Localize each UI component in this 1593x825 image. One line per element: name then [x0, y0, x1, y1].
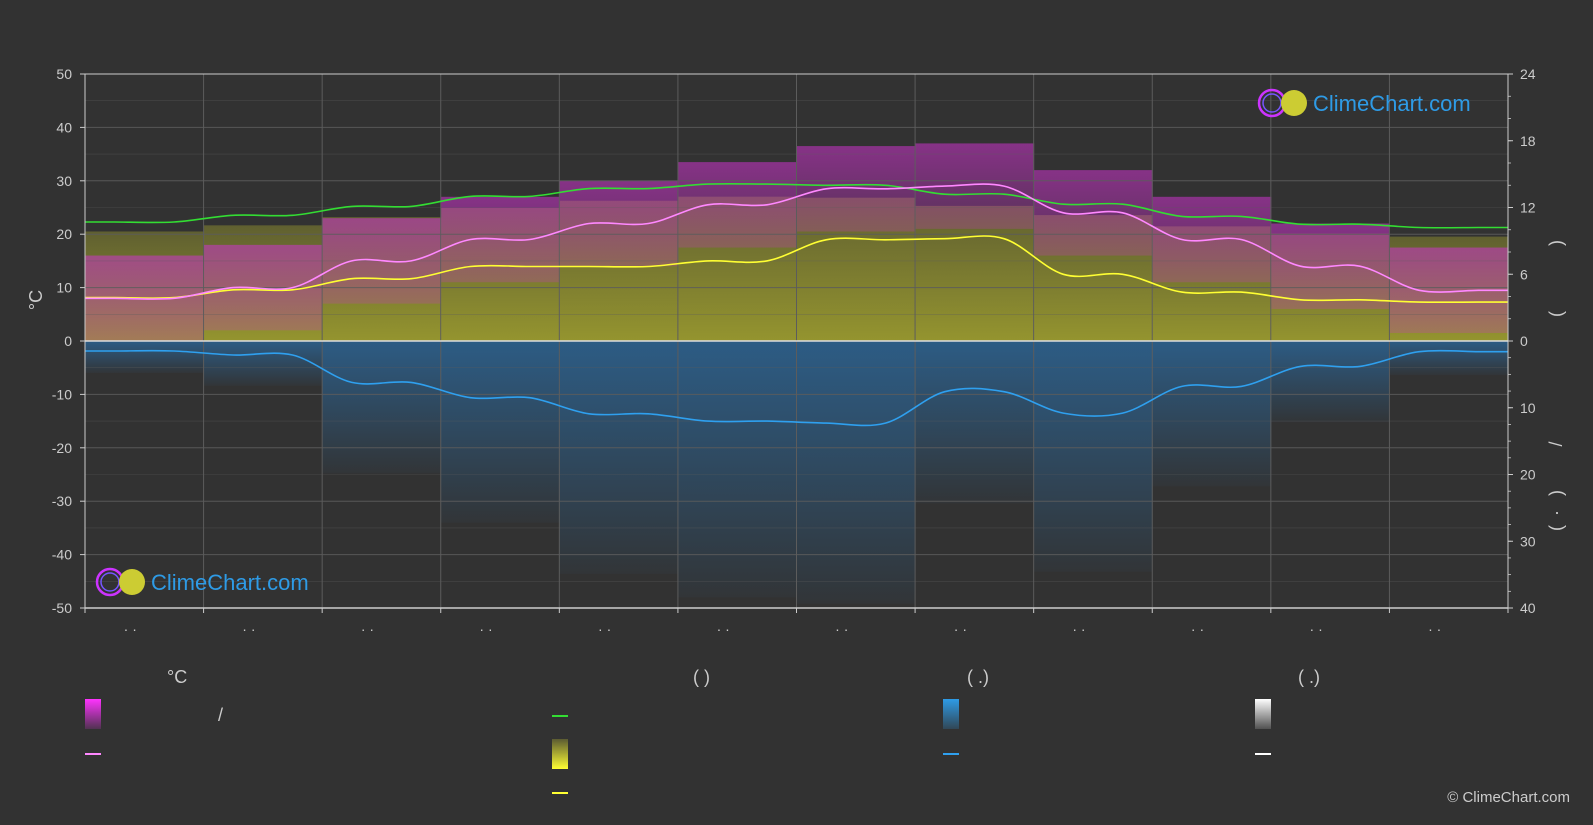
- y-tick-label-right-precip: 30: [1520, 533, 1536, 549]
- x-tick-labels: · · · · · · · · · · · · · · · · · · · · · · · ·: [84, 608, 1509, 637]
- legend-header-snow: ( .): [1298, 667, 1320, 687]
- y-tick-label-left: -30: [52, 493, 72, 509]
- precip-band-Nov: [1270, 341, 1390, 423]
- x-tick-label-Feb: · ·: [242, 621, 255, 637]
- brand-name-bottom: ClimeChart.com: [151, 570, 309, 595]
- copyright[interactable]: © ClimeChart.com: [1447, 789, 1570, 806]
- legend-header-temperature: °C: [167, 667, 187, 687]
- precip-band-Apr: [440, 341, 560, 523]
- x-tick-label-Oct: · ·: [1191, 621, 1204, 637]
- x-tick-label-May: · ·: [598, 621, 611, 637]
- brand-logo-top[interactable]: ClimeChart.com: [1257, 88, 1471, 118]
- right-axis-glyph: ): [1546, 240, 1566, 246]
- precip-band-Jul: [796, 341, 916, 604]
- brand-logo-bottom[interactable]: ClimeChart.com: [95, 567, 309, 597]
- right-axis-glyph: ): [1546, 490, 1566, 496]
- logo-sun-icon: [119, 569, 145, 595]
- y-tick-label-left: 50: [56, 66, 72, 82]
- legend-slash: /: [218, 705, 223, 725]
- y-tick-label-left: 0: [64, 333, 72, 349]
- data-bands: [85, 143, 1509, 604]
- right-axis-glyph: ·: [1546, 510, 1566, 516]
- y-tick-labels-left: 50 40 30 20 10 0 -10 -20 -30 -40 -50: [52, 66, 85, 616]
- legend-header-sunshine: ( ): [693, 667, 710, 687]
- precip-band-May: [559, 341, 679, 574]
- y-tick-label-left: -10: [52, 386, 72, 402]
- precip-band-Dec: [1389, 341, 1509, 376]
- y-tick-label-left: 40: [56, 119, 72, 135]
- legend-swatch-sunshine: [552, 739, 568, 769]
- temperature-line: [85, 183, 1508, 300]
- precipitation-line: [84, 349, 1508, 427]
- legend-header-precipitation: ( .): [967, 667, 989, 687]
- daylight-line: [85, 182, 1508, 229]
- y-tick-label-right-hours: 0: [1520, 333, 1528, 349]
- legend-swatch-precipitation: [943, 699, 959, 729]
- y-tick-label-left: 20: [56, 226, 72, 242]
- y-tick-label-left: 10: [56, 280, 72, 296]
- precip-band-Mar: [322, 341, 442, 474]
- x-tick-label-Dec: · ·: [1428, 621, 1441, 637]
- legend-swatch-temp-range: [85, 699, 101, 729]
- sunshine-line: [85, 235, 1508, 304]
- series-lines: [84, 182, 1508, 427]
- right-axis-glyphs: ) ( /) · (: [1546, 240, 1566, 531]
- y-tick-label-right-precip: 20: [1520, 467, 1536, 483]
- y-tick-label-right-precip: 10: [1520, 400, 1536, 416]
- y-tick-labels-right: 24 18 12 6 0 10 20 30 40: [1508, 66, 1536, 616]
- y-tick-label-left: -40: [52, 547, 72, 563]
- precip-band-Feb: [203, 341, 323, 386]
- y-axis-label: °C: [26, 290, 46, 310]
- logo-sun-icon: [1281, 90, 1307, 116]
- x-tick-label-Mar: · ·: [361, 621, 374, 637]
- y-tick-label-right-hours: 6: [1520, 266, 1528, 282]
- right-axis-glyph: (: [1546, 525, 1566, 531]
- x-tick-label-Sep: · ·: [1072, 621, 1085, 637]
- x-tick-label-Nov: · ·: [1310, 621, 1323, 637]
- legend-swatch-snow: [1255, 699, 1271, 729]
- y-tick-label-left: 30: [56, 173, 72, 189]
- precip-band-Jun: [677, 341, 797, 598]
- x-tick-label-Aug: · ·: [954, 621, 967, 637]
- x-tick-label-Jun: · ·: [717, 621, 730, 637]
- right-axis-glyph: /: [1546, 441, 1566, 446]
- y-tick-label-right-hours: 12: [1520, 200, 1536, 216]
- precip-band-Oct: [1152, 341, 1272, 487]
- x-tick-label-Apr: · ·: [479, 621, 492, 637]
- precip-band-Jan: [85, 341, 205, 374]
- y-tick-label-left: -50: [52, 600, 72, 616]
- y-tick-label-right-hours: 24: [1520, 66, 1536, 82]
- precip-band-Aug: [915, 341, 1035, 504]
- precip-band-Sep: [1033, 341, 1153, 572]
- y-tick-label-left: -20: [52, 440, 72, 456]
- y-tick-label-right-hours: 18: [1520, 133, 1536, 149]
- x-tick-label-Jan: · ·: [124, 621, 137, 637]
- right-axis-glyph: (: [1546, 311, 1566, 317]
- x-tick-label-Jul: · ·: [835, 621, 848, 637]
- y-tick-label-right-precip: 40: [1520, 600, 1536, 616]
- brand-name-top: ClimeChart.com: [1313, 91, 1471, 116]
- legend: °C ( ) ( .) ( .) /: [85, 667, 1320, 794]
